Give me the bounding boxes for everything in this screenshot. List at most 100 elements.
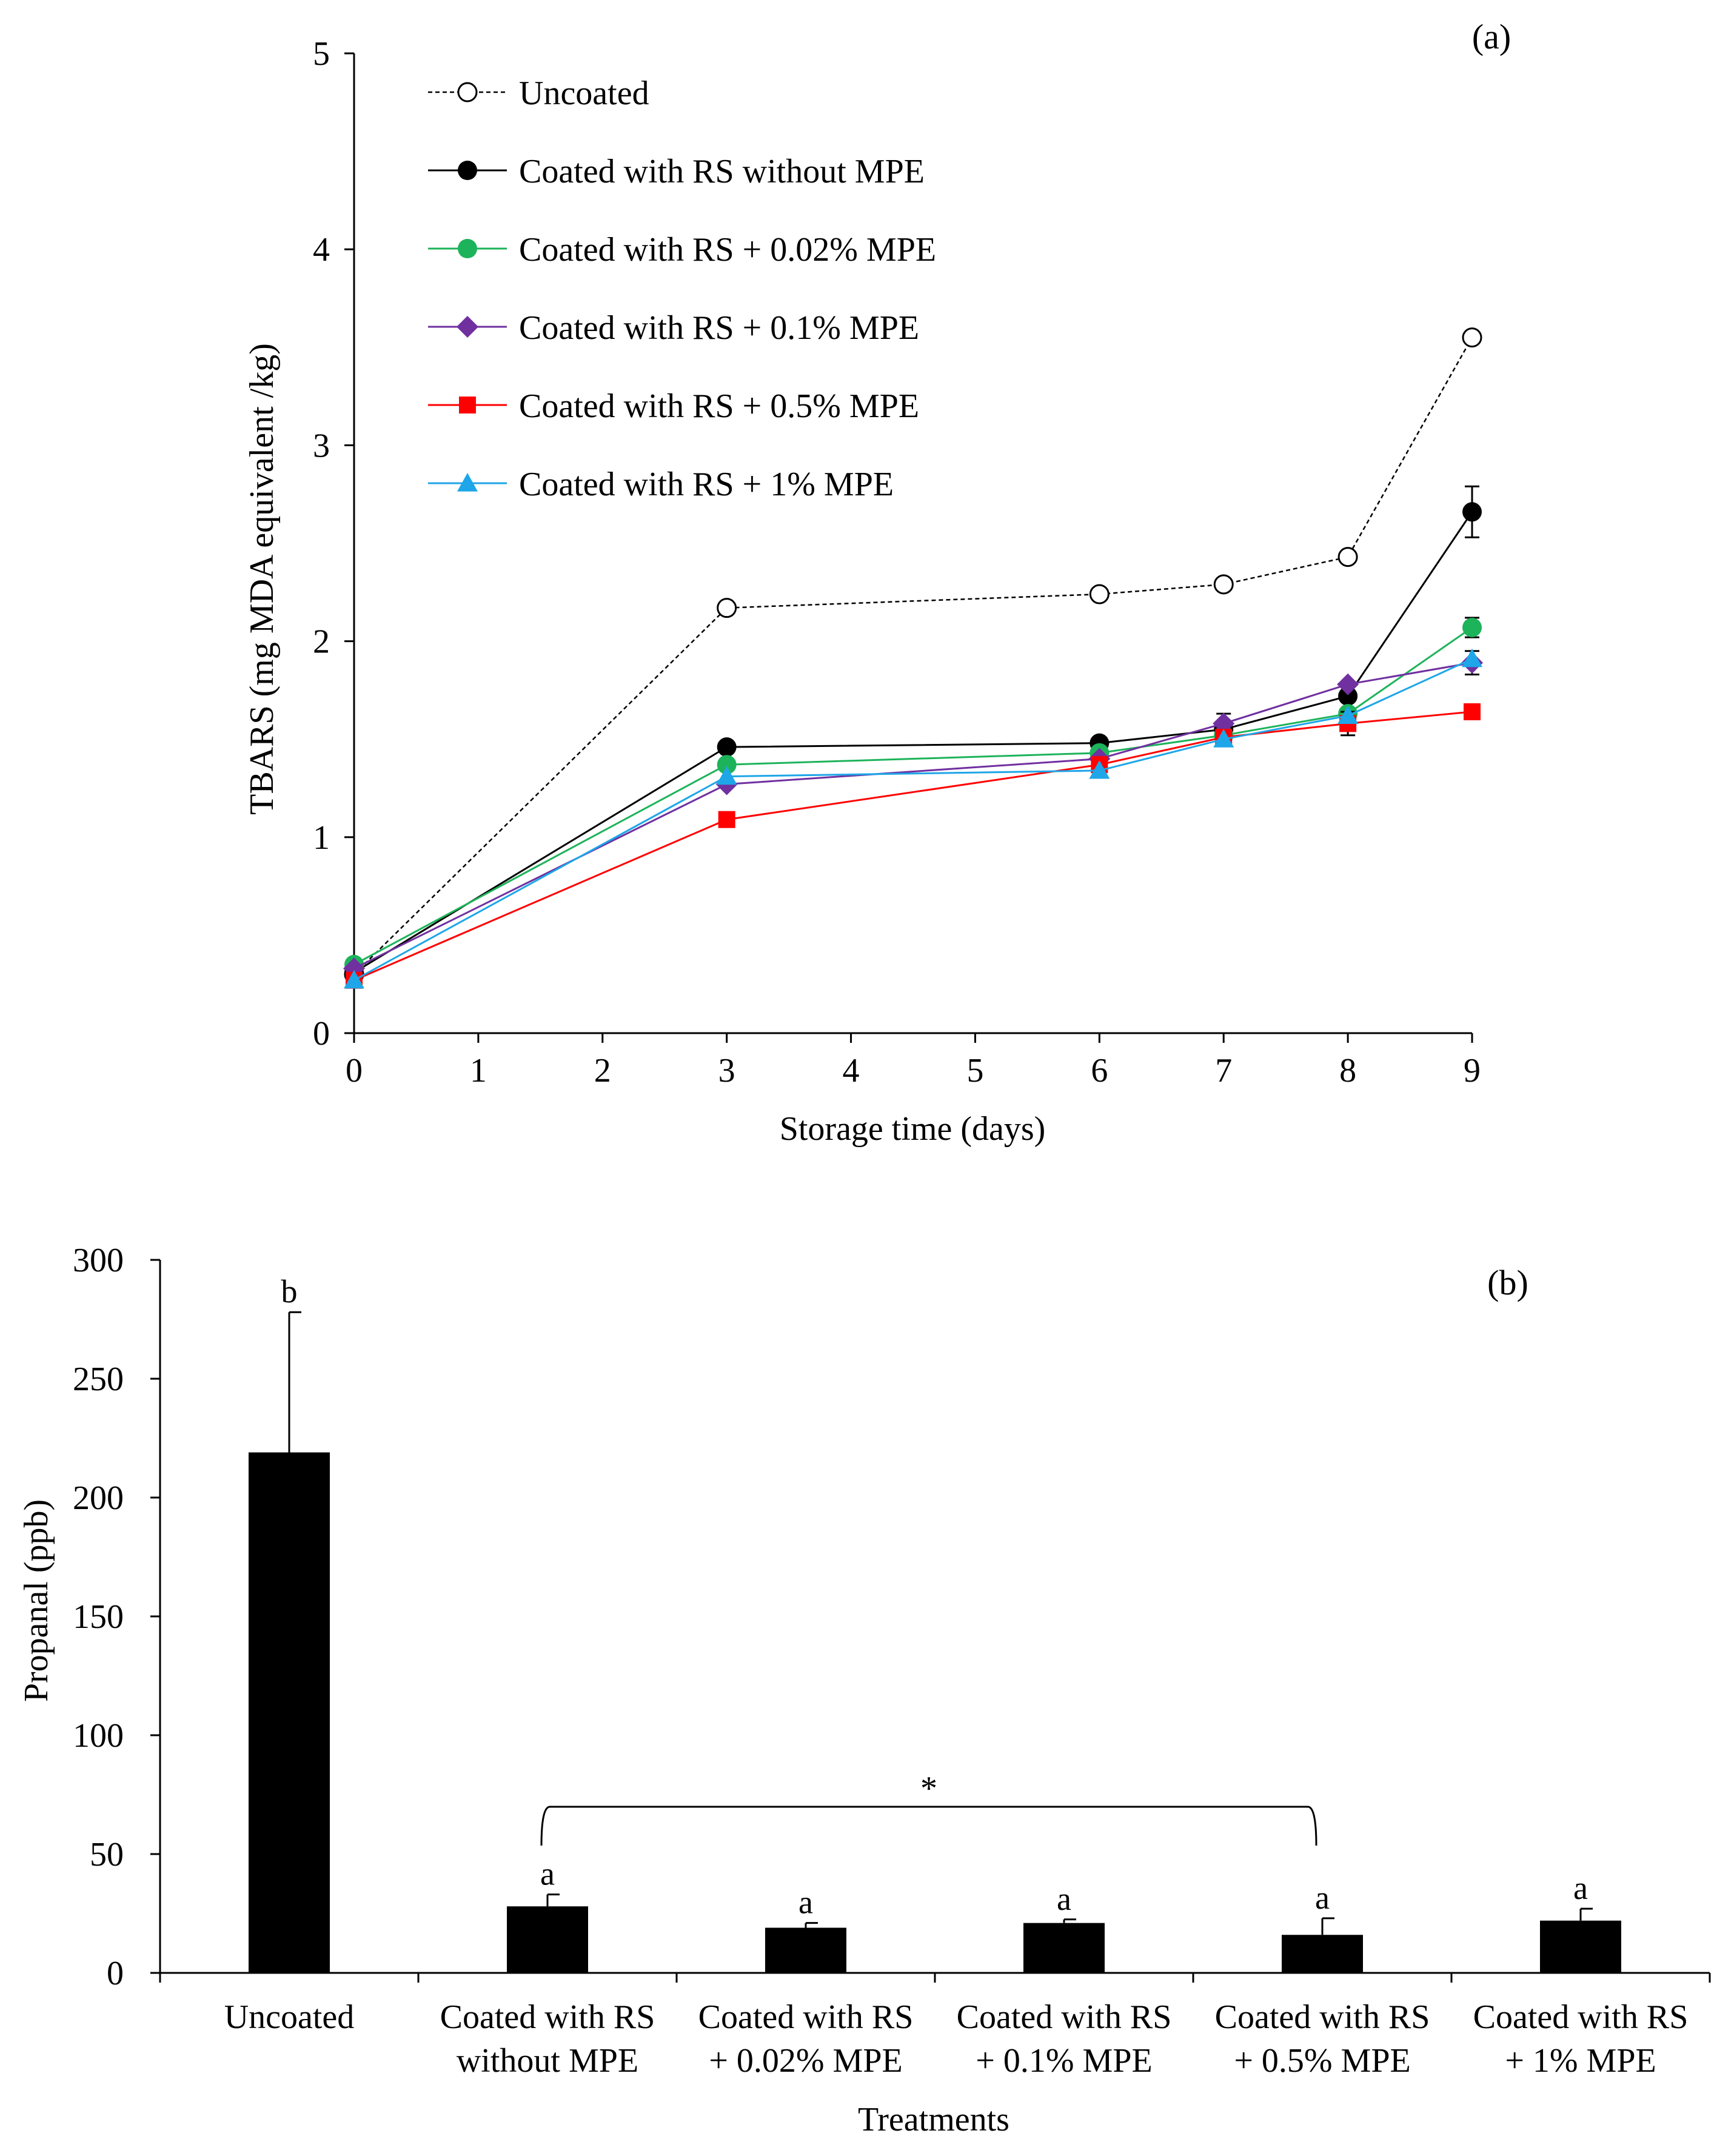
tbars-point — [1337, 673, 1359, 695]
propanal-bar-group-0: b — [249, 1273, 330, 1973]
tbars-series-line — [353, 337, 1473, 975]
propanal-category-labels: Uncoated Coated with RS without MPECoated … — [224, 1998, 1689, 2080]
propanal-bar — [765, 1927, 846, 1973]
significance-letter: b — [281, 1273, 298, 1310]
propanal-category-label: Coated with RS + 0.1% MPE — [957, 1998, 1172, 2080]
legend-entry-3: Coated with RS + 0.1% MPE — [428, 309, 919, 347]
tbars-point — [1464, 703, 1481, 720]
tbars-point — [1462, 327, 1482, 348]
legend-marker — [457, 316, 478, 338]
tbars-y-tick-label: 4 — [313, 231, 330, 269]
significance-letter: a — [798, 1884, 813, 1921]
propanal-axes — [150, 1259, 1711, 1983]
propanal-bar-group-3: a — [1023, 1881, 1105, 1973]
tbars-x-tick-label: 8 — [1339, 1052, 1356, 1090]
tbars-y-tick-labels: 0 1 2 3 4 5 — [313, 35, 330, 1053]
propanal-category-label: Coated with RS without MPE — [440, 1998, 655, 2080]
legend-label: Coated with RS + 0.02% MPE — [519, 231, 936, 269]
propanal-y-tick-label: 200 — [73, 1479, 124, 1517]
propanal-bar-chart: (b) 0 50 100 150 200 250 300 b a a a a a Uncoated Co… — [18, 1242, 1711, 2138]
panel-label-b: (b) — [1487, 1263, 1528, 1302]
tbars-point — [1337, 547, 1358, 567]
tbars-point — [717, 737, 737, 757]
legend-marker — [457, 82, 478, 102]
legend-label: Coated with RS + 0.1% MPE — [519, 309, 919, 347]
tbars-x-tick-label: 7 — [1215, 1052, 1232, 1090]
tbars-series-2 — [344, 617, 1482, 974]
propanal-y-tick-label: 150 — [73, 1598, 124, 1636]
tbars-y-tick-label: 2 — [313, 623, 330, 661]
propanal-bar — [1540, 1920, 1621, 1973]
tbars-point — [1462, 648, 1482, 668]
tbars-series-line — [353, 626, 1473, 966]
propanal-bar-group-4: a — [1282, 1880, 1363, 1973]
tbars-x-tick-label: 9 — [1464, 1052, 1481, 1090]
tbars-series-line — [353, 661, 1473, 969]
tbars-point — [1213, 729, 1234, 748]
significance-asterisk: * — [920, 1770, 937, 1807]
propanal-category-label: Uncoated — [224, 1998, 355, 2036]
tbars-series — [343, 327, 1483, 989]
propanal-category-label: Coated with RS + 0.02% MPE — [698, 1998, 914, 2080]
tbars-series-3 — [343, 650, 1483, 980]
tbars-point — [1462, 617, 1482, 637]
tbars-x-tick-label: 5 — [966, 1052, 983, 1090]
legend-marker — [457, 473, 478, 492]
legend-entry-4: Coated with RS + 0.5% MPE — [428, 387, 919, 425]
legend-marker — [458, 161, 477, 180]
legend-entry-1: Coated with RS without MPE — [428, 153, 925, 190]
legend-label: Coated with RS + 1% MPE — [519, 466, 894, 503]
propanal-bar-group-2: a — [765, 1884, 846, 1973]
tbars-point — [1337, 705, 1359, 725]
tbars-x-tick-label: 6 — [1091, 1052, 1108, 1090]
propanal-y-tick-label: 300 — [73, 1242, 124, 1279]
significance-letter: a — [540, 1856, 555, 1892]
legend-label: Coated with RS + 0.5% MPE — [519, 387, 919, 425]
tbars-x-tick-label: 1 — [470, 1052, 487, 1090]
tbars-point — [1462, 502, 1482, 522]
propanal-category-label: Coated with RS + 0.5% MPE — [1215, 1998, 1430, 2080]
significance-letter: a — [1315, 1880, 1330, 1916]
legend-entry-2: Coated with RS + 0.02% MPE — [428, 231, 936, 269]
propanal-y-tick-label: 50 — [90, 1836, 124, 1873]
propanal-y-axis-label: Propanal (ppb) — [18, 1499, 55, 1702]
propanal-category-label: Coated with RS + 1% MPE — [1473, 1998, 1689, 2080]
tbars-x-axis-label: Storage time (days) — [780, 1110, 1046, 1148]
significance-bracket: * — [540, 1770, 1317, 1846]
propanal-category-label-line: Coated with RS — [440, 1998, 655, 2036]
propanal-category-label-line: Coated with RS — [1215, 1998, 1430, 2036]
propanal-x-axis-label: Treatments — [858, 2101, 1009, 2138]
significance-bracket-line — [540, 1806, 1317, 1846]
propanal-y-tick-label: 0 — [107, 1955, 124, 1992]
significance-letter: a — [1057, 1881, 1071, 1917]
tbars-x-tick-label: 2 — [594, 1052, 611, 1090]
legend-entry-5: Coated with RS + 1% MPE — [428, 466, 894, 503]
tbars-point — [1089, 760, 1110, 779]
propanal-category-label-line: Coated with RS — [698, 1998, 914, 2036]
legend-entry-0: Uncoated — [428, 75, 649, 112]
propanal-bar — [1282, 1935, 1363, 1973]
tbars-y-tick-label: 3 — [313, 427, 330, 464]
tbars-point — [1338, 686, 1358, 706]
tbars-y-tick-label: 1 — [313, 819, 330, 857]
tbars-x-tick-label: 3 — [718, 1052, 735, 1090]
propanal-category-label-line: + 0.02% MPE — [709, 2042, 902, 2080]
legend-label: Coated with RS without MPE — [519, 153, 925, 190]
tbars-axes — [344, 52, 1473, 1043]
panel-label-a: (a) — [1472, 17, 1511, 56]
tbars-series-4 — [346, 703, 1481, 989]
tbars-point — [344, 969, 364, 989]
legend-marker — [459, 397, 476, 413]
tbars-series-line — [353, 711, 1473, 982]
tbars-x-tick-label: 0 — [346, 1052, 363, 1090]
tbars-point — [717, 755, 737, 775]
propanal-category-label-line: + 0.5% MPE — [1234, 2042, 1410, 2080]
tbars-y-tick-label: 5 — [313, 35, 330, 73]
legend-label: Uncoated — [519, 75, 649, 112]
significance-letter: a — [1573, 1870, 1588, 1906]
propanal-bar-group-1: a — [507, 1856, 588, 1973]
tbars-y-tick-label: 0 — [313, 1015, 330, 1053]
propanal-bar — [507, 1906, 588, 1973]
propanal-bar — [1023, 1923, 1105, 1973]
tbars-point — [717, 598, 737, 618]
